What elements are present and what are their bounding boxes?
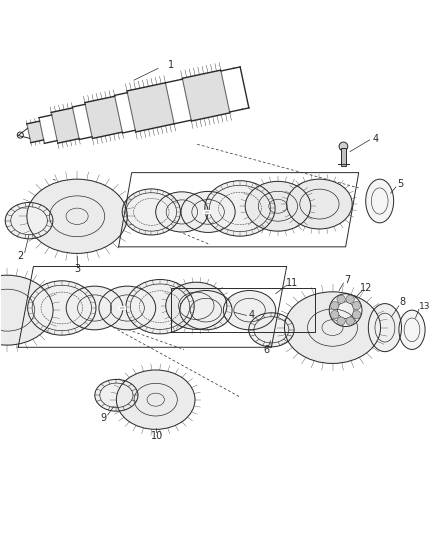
Text: 13: 13 — [418, 302, 430, 311]
Ellipse shape — [117, 370, 195, 430]
Circle shape — [352, 302, 360, 310]
Ellipse shape — [180, 290, 232, 330]
Text: 12: 12 — [360, 284, 373, 293]
Circle shape — [346, 295, 354, 303]
Ellipse shape — [181, 191, 235, 232]
Text: 7: 7 — [345, 276, 351, 286]
Text: 4: 4 — [372, 134, 378, 143]
Ellipse shape — [166, 282, 227, 329]
Circle shape — [337, 295, 345, 303]
Circle shape — [352, 311, 360, 319]
Text: 1: 1 — [168, 60, 174, 70]
Ellipse shape — [126, 279, 194, 334]
Ellipse shape — [5, 203, 53, 239]
Ellipse shape — [155, 192, 208, 232]
Text: 5: 5 — [397, 180, 403, 189]
Text: 6: 6 — [263, 345, 269, 356]
Text: 8: 8 — [400, 297, 406, 308]
Circle shape — [346, 317, 354, 325]
Circle shape — [337, 317, 345, 325]
Ellipse shape — [366, 179, 394, 223]
Ellipse shape — [99, 286, 155, 330]
Text: 11: 11 — [286, 278, 298, 288]
Ellipse shape — [399, 310, 425, 350]
Ellipse shape — [329, 294, 362, 327]
Ellipse shape — [223, 290, 276, 330]
Ellipse shape — [28, 281, 96, 335]
Ellipse shape — [122, 189, 180, 235]
Text: 9: 9 — [100, 414, 106, 423]
Ellipse shape — [285, 292, 381, 364]
Text: 4: 4 — [249, 310, 255, 319]
Ellipse shape — [0, 275, 53, 345]
Polygon shape — [51, 108, 79, 143]
Ellipse shape — [205, 181, 275, 236]
Ellipse shape — [27, 179, 127, 253]
Polygon shape — [85, 96, 122, 139]
Ellipse shape — [249, 313, 294, 347]
Circle shape — [339, 142, 348, 151]
Bar — [341, 148, 346, 166]
Polygon shape — [27, 121, 44, 143]
Polygon shape — [182, 70, 230, 121]
Polygon shape — [127, 83, 174, 132]
Text: 10: 10 — [151, 431, 163, 441]
Ellipse shape — [66, 286, 123, 330]
Circle shape — [331, 302, 339, 310]
Circle shape — [331, 311, 339, 319]
Text: 2: 2 — [17, 251, 24, 261]
Text: 3: 3 — [74, 264, 80, 273]
Ellipse shape — [368, 304, 402, 352]
Ellipse shape — [245, 181, 311, 231]
Ellipse shape — [95, 379, 138, 411]
Ellipse shape — [287, 179, 352, 229]
